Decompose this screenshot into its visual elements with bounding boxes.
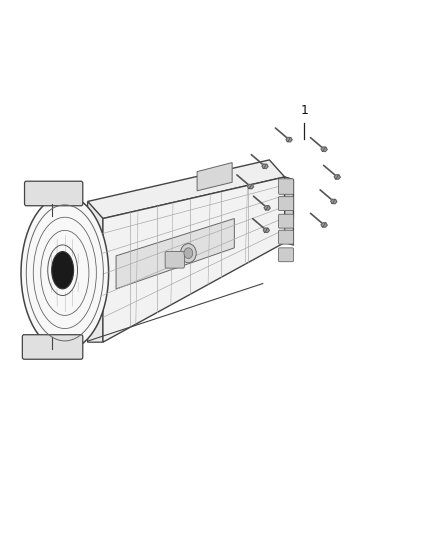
Polygon shape bbox=[331, 199, 337, 204]
Polygon shape bbox=[285, 177, 293, 219]
Ellipse shape bbox=[21, 196, 109, 350]
FancyBboxPatch shape bbox=[25, 181, 83, 206]
Polygon shape bbox=[88, 160, 285, 219]
Circle shape bbox=[184, 248, 193, 259]
FancyBboxPatch shape bbox=[165, 252, 184, 268]
Polygon shape bbox=[116, 219, 234, 289]
Polygon shape bbox=[88, 201, 103, 342]
FancyBboxPatch shape bbox=[279, 214, 293, 228]
Polygon shape bbox=[262, 164, 268, 168]
Ellipse shape bbox=[52, 252, 74, 289]
Polygon shape bbox=[197, 163, 232, 191]
Text: 1: 1 bbox=[300, 104, 308, 117]
Polygon shape bbox=[334, 175, 340, 179]
Polygon shape bbox=[321, 147, 327, 151]
Polygon shape bbox=[264, 206, 270, 210]
FancyBboxPatch shape bbox=[22, 335, 83, 359]
Polygon shape bbox=[285, 177, 293, 245]
Polygon shape bbox=[321, 223, 327, 227]
FancyBboxPatch shape bbox=[279, 179, 293, 194]
FancyBboxPatch shape bbox=[279, 230, 293, 244]
Circle shape bbox=[180, 244, 196, 263]
Polygon shape bbox=[263, 228, 269, 232]
FancyBboxPatch shape bbox=[279, 197, 293, 211]
Polygon shape bbox=[103, 177, 285, 342]
FancyBboxPatch shape bbox=[279, 248, 293, 262]
Polygon shape bbox=[247, 184, 254, 189]
Polygon shape bbox=[286, 138, 292, 142]
